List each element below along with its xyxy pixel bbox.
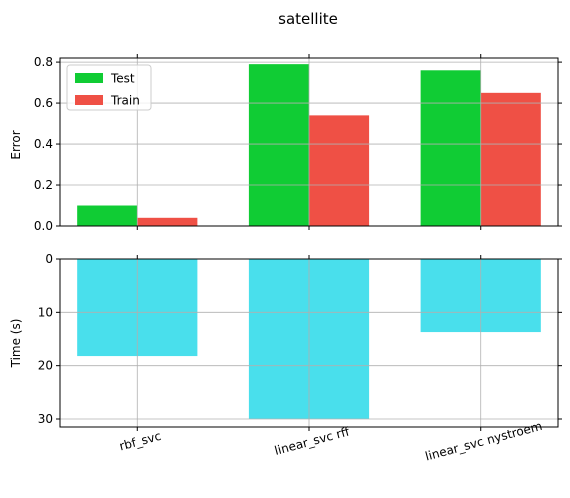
error-y-tick-label: 0.6 (34, 96, 53, 110)
time-y-tick-label: 30 (38, 412, 53, 426)
error-bar-test-2 (420, 70, 481, 226)
error-y-tick-label: 0.8 (34, 55, 53, 69)
x-tick-label-2: linear_svc nystroem (424, 419, 544, 464)
legend-label-test: Test (110, 72, 135, 86)
error-subplot: 0.0 0.2 0.4 0.6 0.8 (34, 54, 562, 233)
chart-title: satellite (278, 10, 338, 28)
error-y-tick-label: 0.4 (34, 137, 53, 151)
error-y-tick-label: 0.2 (34, 178, 53, 192)
x-tick-label-1: linear_svc rff (273, 424, 352, 458)
time-subplot: 0 10 20 30 (38, 252, 562, 431)
error-bar-train-1 (309, 115, 370, 226)
legend-swatch-test (75, 73, 103, 83)
time-y-tick-label: 20 (38, 359, 53, 373)
x-tick-labels: rbf_svc linear_svc rff linear_svc nystroem (118, 419, 544, 464)
error-bar-train-2 (480, 92, 541, 226)
error-bar-test-0 (77, 205, 138, 226)
error-bar-train-0 (137, 217, 198, 226)
error-y-tick-label: 0.0 (34, 219, 53, 233)
time-y-tick-label: 10 (38, 305, 53, 319)
time-y-tick-label: 0 (45, 252, 53, 266)
error-bar-test-1 (248, 64, 309, 227)
legend: Test Train (66, 64, 152, 111)
legend-swatch-train (75, 95, 103, 105)
error-y-axis-label: Error (9, 130, 23, 159)
legend-label-train: Train (110, 94, 140, 108)
x-tick-label-0: rbf_svc (118, 429, 163, 454)
time-y-axis-label: Time (s) (9, 319, 23, 369)
